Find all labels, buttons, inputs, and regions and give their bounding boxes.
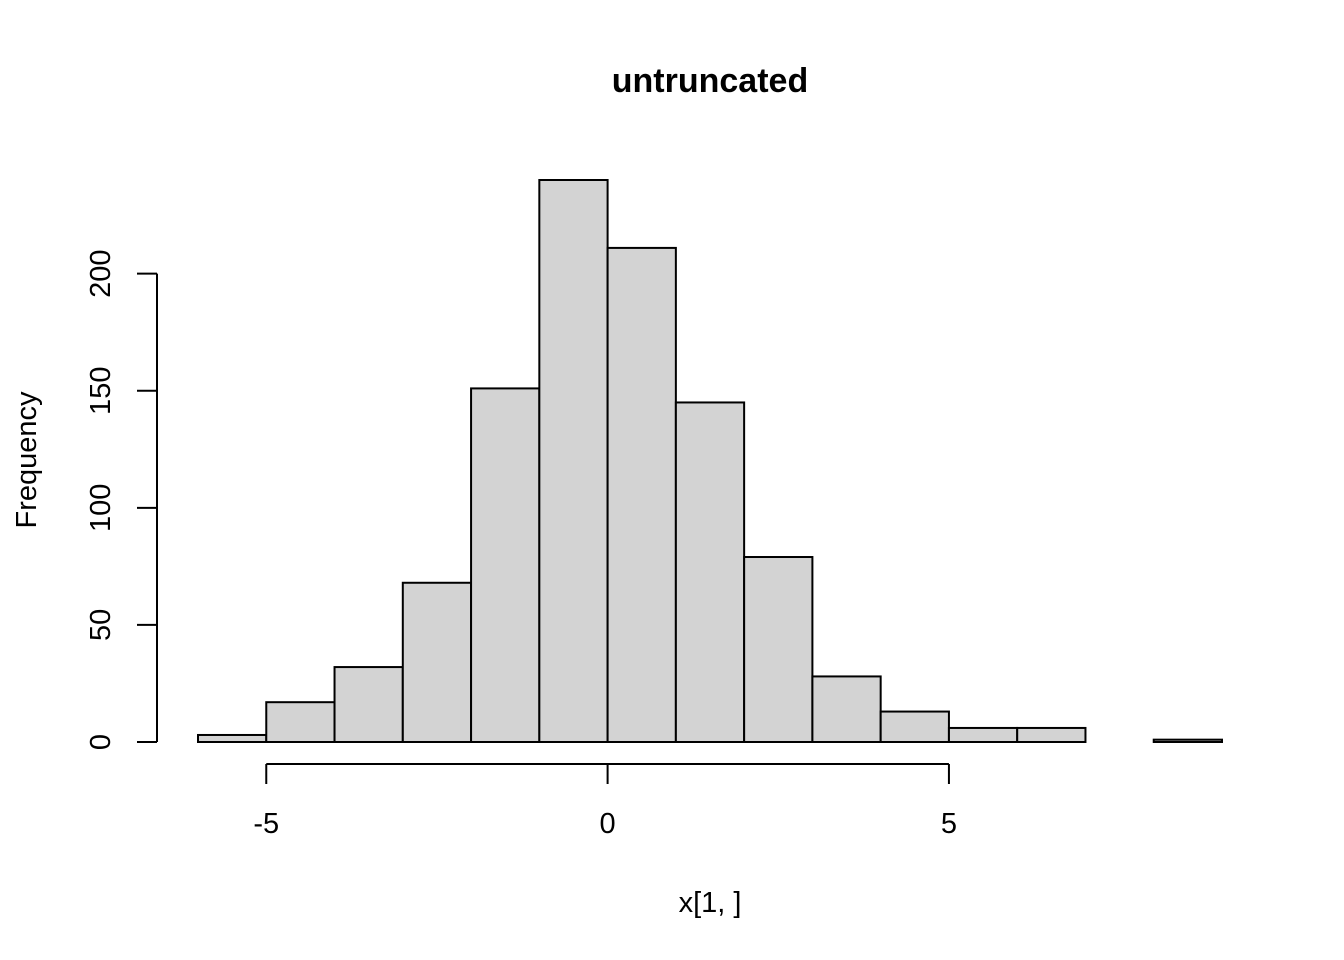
bars-group: [197, 179, 1223, 744]
histogram-bar: [197, 733, 268, 743]
y-axis: 0 50 100 150 200: [85, 249, 158, 750]
histogram-bar: [743, 556, 814, 744]
x-tick-label: -5: [253, 808, 279, 840]
y-axis-label: Frequency: [11, 391, 43, 529]
y-tick-label: 100: [85, 484, 117, 532]
histogram-bar: [879, 710, 950, 744]
histogram-bar: [538, 179, 609, 743]
histogram-bar: [333, 666, 404, 743]
x-tick-label: 5: [941, 808, 957, 840]
histogram-bar: [470, 387, 541, 743]
histogram-bar: [1152, 738, 1223, 743]
histogram-bar: [401, 581, 473, 743]
y-tick-label: 150: [85, 367, 117, 415]
x-tick-label: 0: [600, 808, 616, 840]
x-axis-label: x[1, ]: [679, 887, 742, 919]
histogram-bar: [811, 675, 882, 744]
histogram-bar: [1016, 726, 1087, 744]
chart-title: untruncated: [612, 62, 808, 100]
x-axis: -5 0 5: [253, 763, 957, 840]
y-tick-label: 0: [85, 734, 117, 750]
histogram-bar: [606, 246, 677, 744]
histogram-bar: [674, 401, 746, 743]
histogram-bar: [947, 726, 1019, 744]
y-tick-label: 200: [85, 249, 117, 297]
y-tick-label: 50: [85, 609, 117, 641]
histogram-bar: [265, 701, 336, 743]
